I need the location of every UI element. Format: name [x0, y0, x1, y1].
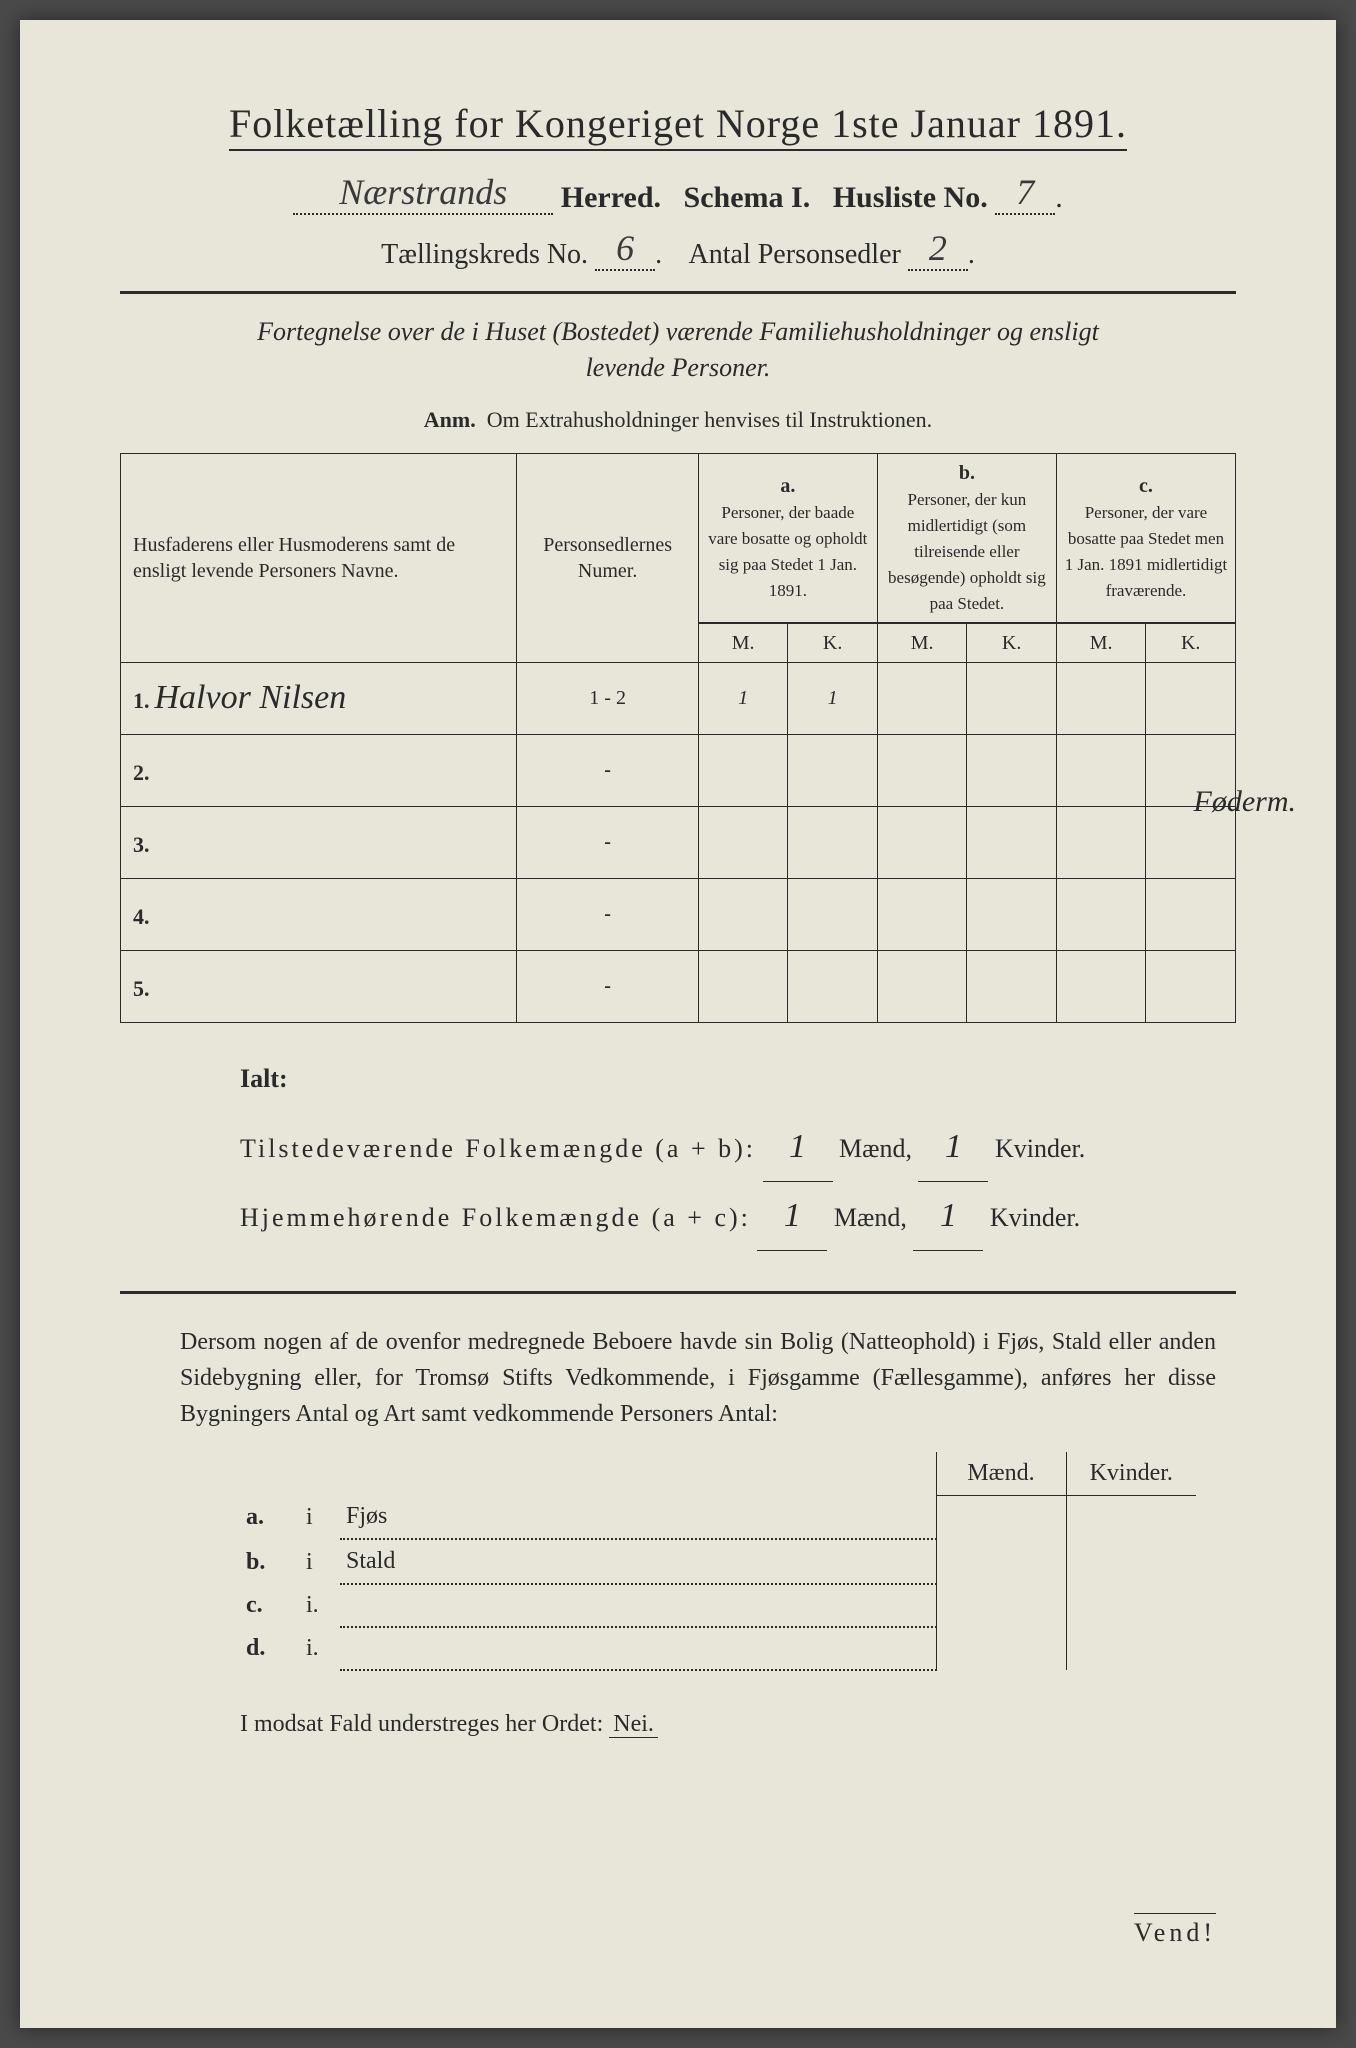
anm-note: Anm. Om Extrahusholdninger henvises til … — [120, 407, 1236, 433]
divider — [120, 291, 1236, 294]
table-row: 2. - — [121, 734, 1236, 806]
subtitle: Fortegnelse over de i Huset (Bostedet) v… — [180, 314, 1176, 387]
antal-personsedler: 2 — [908, 227, 968, 271]
col-c: c. Personer, der vare bosatte paa Stedet… — [1056, 453, 1235, 622]
total-present: Tilstedeværende Folkemængde (a + b): 1 M… — [240, 1113, 1196, 1182]
household-table: Husfaderens eller Husmoderens samt de en… — [120, 453, 1236, 1023]
husliste-no: 7 — [995, 171, 1055, 215]
col-names: Husfaderens eller Husmoderens samt de en… — [121, 453, 517, 662]
table-row: 4. - — [121, 878, 1236, 950]
kreds-no: 6 — [595, 227, 655, 271]
divider-2 — [120, 1291, 1236, 1294]
col-b: b. Personer, der kun midlertidigt (som t… — [877, 453, 1056, 622]
table-row: 5. - — [121, 950, 1236, 1022]
herred-handwritten: Nærstrands — [293, 171, 553, 215]
table-row: 3. - — [121, 806, 1236, 878]
total-resident: Hjemmehørende Folkemængde (a + c): 1 Mæn… — [240, 1182, 1196, 1251]
col-a: a. Personer, der baade vare bosatte og o… — [698, 453, 877, 622]
header-line-2: Nærstrands Herred. Schema I. Husliste No… — [120, 171, 1236, 215]
census-form-page: Folketælling for Kongeriget Norge 1ste J… — [20, 20, 1336, 2028]
outbuilding-row: b.iStald — [240, 1539, 1196, 1584]
outbuilding-row: a.iFjøs — [240, 1495, 1196, 1539]
col-numer: Personsedlernes Numer. — [517, 453, 698, 662]
outbuilding-paragraph: Dersom nogen af de ovenfor medregnede Be… — [180, 1324, 1216, 1432]
outbuilding-row: c.i. — [240, 1584, 1196, 1627]
page-title: Folketælling for Kongeriget Norge 1ste J… — [120, 100, 1236, 151]
nei-line: I modsat Fald understreges her Ordet: Ne… — [240, 1711, 1236, 1738]
totals-block: Ialt: Tilstedeværende Folkemængde (a + b… — [240, 1053, 1196, 1251]
margin-note-row1: Føderm. — [1194, 785, 1296, 819]
table-row: 1. Halvor Nilsen1 - 211 — [121, 662, 1236, 734]
outbuilding-table: Mænd. Kvinder. a.iFjøsb.iStaldc.i.d.i. — [240, 1452, 1196, 1672]
vend-label: Vend! — [1134, 1913, 1216, 1948]
outbuilding-row: d.i. — [240, 1627, 1196, 1670]
header-line-3: Tællingskreds No. 6. Antal Personsedler … — [120, 227, 1236, 271]
